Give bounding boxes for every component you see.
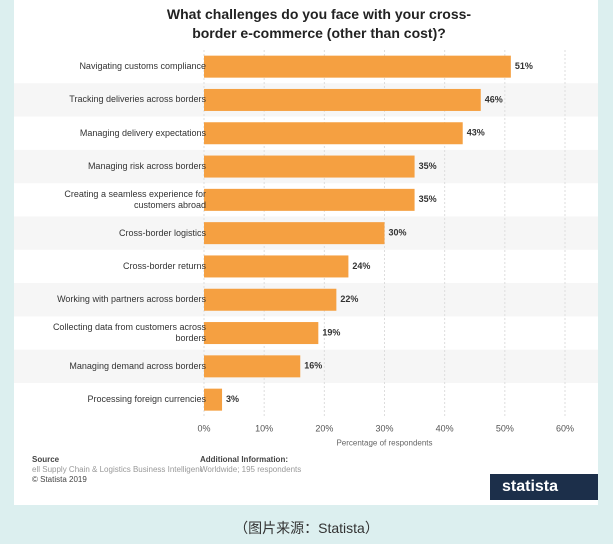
row-stripe [14, 349, 598, 383]
x-tick-label: 0% [197, 424, 210, 434]
bar [204, 55, 511, 78]
value-label: 30% [389, 228, 407, 238]
category-label: Collecting data from customers across bo… [52, 322, 206, 344]
category-label: Cross-border returns [122, 260, 206, 271]
x-axis-title: Percentage of respondents [336, 438, 432, 447]
x-tick-label: 30% [375, 424, 393, 434]
category-label: Tracking deliveries across borders [69, 94, 206, 105]
source-label: Source [32, 455, 60, 464]
source: ell Supply Chain & Logistics Business In… [32, 465, 202, 474]
info: Worldwide; 195 respondents [200, 465, 302, 474]
bar [204, 388, 223, 411]
category-label: Navigating customs compliance [79, 61, 206, 72]
x-tick-label: 20% [315, 424, 333, 434]
bar [204, 222, 385, 245]
bar [204, 155, 415, 178]
value-label: 3% [226, 394, 239, 404]
brand-logo: statista [490, 474, 598, 500]
bar [204, 255, 349, 278]
value-label: 46% [485, 94, 503, 104]
value-label: 16% [304, 361, 322, 371]
category-label: Managing delivery expectations [79, 127, 206, 138]
chart-card: 0% 10% 20% 30% 40% 50% 60% Percentage of respon… [14, 0, 598, 505]
category-label: Cross-border logistics [118, 227, 206, 238]
x-tick-label: 50% [496, 424, 514, 434]
bar [204, 122, 463, 145]
value-label: 19% [322, 327, 340, 337]
bar [204, 355, 301, 378]
value-label: 51% [515, 61, 533, 71]
category-label: Creating a seamless experience for custo… [64, 188, 206, 210]
caption: （图片来源：Statista） [234, 520, 379, 536]
copyright: © Statista 2019 [32, 475, 87, 484]
value-label: 24% [352, 261, 370, 271]
value-label: 22% [340, 294, 358, 304]
value-label: 43% [467, 128, 485, 138]
category-label: Managing demand across borders [69, 360, 206, 371]
info-label: Additional Information: [200, 455, 288, 464]
bar [204, 322, 319, 345]
x-tick-label: 60% [556, 424, 574, 434]
value-label: 35% [419, 194, 437, 204]
category-label: Working with partners across borders [57, 294, 206, 305]
x-tick-label: 40% [436, 424, 454, 434]
bar [204, 288, 337, 311]
category-label: Processing foreign currencies [87, 394, 206, 405]
x-tick-label: 10% [255, 424, 273, 434]
bar [204, 88, 481, 111]
chart-title: What challenges do you face with your cr… [166, 6, 472, 41]
category-label: Managing risk across borders [87, 161, 206, 172]
bar [204, 188, 415, 211]
value-label: 35% [419, 161, 437, 171]
chart: 0% 10% 20% 30% 40% 50% 60% Percentage of respon… [14, 50, 598, 447]
